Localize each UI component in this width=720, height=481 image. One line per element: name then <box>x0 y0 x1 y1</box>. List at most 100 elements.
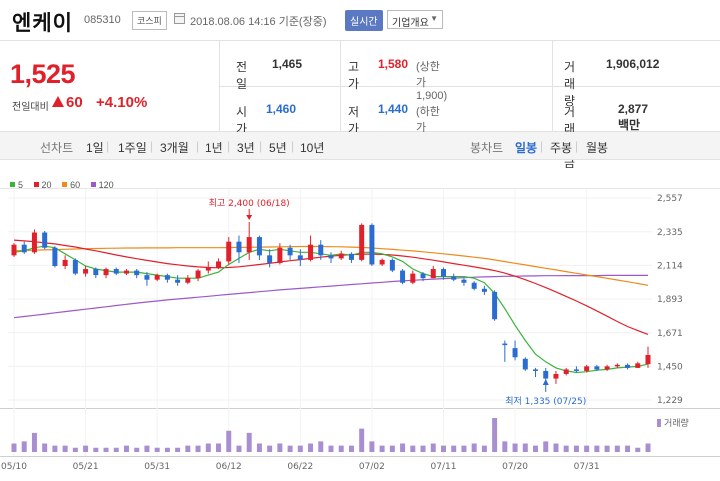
volume-bar <box>256 443 262 452</box>
prev-close-label: 전일 <box>236 60 248 91</box>
candle-body <box>185 278 191 283</box>
price-chart[interactable]: 2,557 2,335 2,114 1,893 1,671 1,450 1,229 05/10… <box>0 160 720 481</box>
volume-bar <box>267 445 273 452</box>
volume-bar <box>123 445 129 452</box>
up-arrow-icon <box>52 96 64 107</box>
volume-bar <box>420 445 426 452</box>
candle-body <box>297 255 303 260</box>
volume-bar <box>52 445 58 452</box>
chart-top-border <box>0 188 720 189</box>
separator: | <box>291 139 295 153</box>
candle-body <box>226 241 232 262</box>
volume-bar <box>338 445 344 452</box>
volume-bar <box>42 443 48 452</box>
candle-body <box>205 267 211 271</box>
legend-swatch <box>33 182 39 187</box>
separator: | <box>196 139 200 153</box>
amount-value: 2,877 백만 <box>618 102 649 132</box>
period-1d[interactable]: 1일 <box>86 141 104 155</box>
legend-swatch <box>90 182 96 187</box>
candle-body <box>62 259 68 266</box>
period-5y[interactable]: 5년 <box>269 141 287 155</box>
x-tick-label: 05/21 <box>73 462 99 472</box>
volume-bar <box>175 447 181 452</box>
candle-body <box>11 244 17 256</box>
volume-bar <box>21 441 27 452</box>
company-info-dropdown[interactable]: 기업개요 ▼ <box>387 10 443 29</box>
x-tick-label: 07/31 <box>574 462 600 472</box>
volume-bar <box>522 443 528 452</box>
y-tick-label: 1,450 <box>657 362 683 372</box>
high-label: 고가 <box>348 60 360 91</box>
period-1y[interactable]: 1년 <box>205 141 223 155</box>
low-annotation: 최저 1,335 (07/25) <box>505 396 586 407</box>
candle-body <box>72 259 78 274</box>
change-label: 전일대비 <box>12 102 49 113</box>
period-monthly[interactable]: 월봉 <box>586 141 609 155</box>
x-tick-label: 06/12 <box>216 462 242 472</box>
candle-body <box>52 247 58 266</box>
candle-body <box>400 270 406 283</box>
y-tick-label: 1,893 <box>657 295 683 305</box>
candle-body <box>604 366 610 370</box>
stock-header: 엔케이 085310 코스피 2018.08.06 14:16 기준(장중) 실… <box>0 0 720 40</box>
volume-bar <box>512 443 518 452</box>
volume-bar <box>604 445 610 452</box>
separator: | <box>575 139 579 153</box>
volume-bar <box>584 445 590 452</box>
volume-bar <box>308 443 314 452</box>
open-label: 시가 <box>236 105 248 136</box>
volume-bar <box>83 445 89 452</box>
candle-body <box>553 373 559 379</box>
low-label: 저가 <box>348 105 360 136</box>
divider <box>220 86 720 87</box>
volume-bar <box>246 432 252 452</box>
legend-ma60: 60 <box>62 180 80 190</box>
candle-body <box>471 282 477 289</box>
volume-bar <box>481 445 487 452</box>
y-tick-label: 1,229 <box>657 396 683 406</box>
ma-line-120 <box>13 274 648 319</box>
period-3y[interactable]: 3년 <box>237 141 255 155</box>
volume-bar <box>635 447 641 452</box>
line-chart-label: 선차트 <box>40 141 74 155</box>
period-10y[interactable]: 10년 <box>300 141 325 155</box>
candle-body <box>369 224 375 265</box>
candle-body <box>256 237 262 256</box>
candle-body <box>93 269 99 276</box>
candle-body <box>533 369 539 371</box>
candle-body <box>144 275 150 280</box>
separator: | <box>259 139 263 153</box>
volume-bar <box>226 430 232 452</box>
period-1w[interactable]: 1주일 <box>118 141 147 155</box>
candle-body <box>594 366 600 370</box>
volume-bar <box>185 445 191 452</box>
low-value: 1,440 <box>378 102 409 116</box>
period-3m[interactable]: 3개월 <box>160 141 189 155</box>
candle-body <box>410 273 416 283</box>
period-selector: 선차트 1일 | 1주일 | 3개월 | 1년 | 3년 | 5년 | 10년 … <box>0 132 720 160</box>
candle-body <box>328 255 334 259</box>
period-daily[interactable]: 일봉 <box>515 141 538 155</box>
candle-body <box>83 269 89 274</box>
period-weekly[interactable]: 주봉 <box>550 141 573 155</box>
volume-bar <box>563 445 569 452</box>
high-value: 1,580 <box>378 57 409 71</box>
y-tick-label: 2,557 <box>657 194 683 204</box>
upper-limit: (상한가 1,900) <box>416 61 448 102</box>
realtime-button[interactable]: 실시간 <box>345 10 383 31</box>
separator: | <box>540 139 544 153</box>
chevron-down-icon: ▼ <box>430 14 438 23</box>
quote-panel: 1,525 전일대비 60 +4.10% 전일 1,465 고가 1,580 (… <box>0 40 720 170</box>
candle-body <box>164 275 170 280</box>
volume-bar <box>72 447 78 452</box>
volume-bar <box>144 445 150 452</box>
volume-bar <box>625 445 631 452</box>
legend-swatch <box>10 182 15 187</box>
price-box: 1,525 전일대비 60 +4.10% <box>0 41 220 131</box>
volume-value: 1,906,012 <box>606 57 660 71</box>
volume-bar <box>553 443 559 452</box>
candle-body <box>359 224 365 260</box>
candle-body <box>584 366 590 371</box>
volume-divider <box>0 408 720 409</box>
